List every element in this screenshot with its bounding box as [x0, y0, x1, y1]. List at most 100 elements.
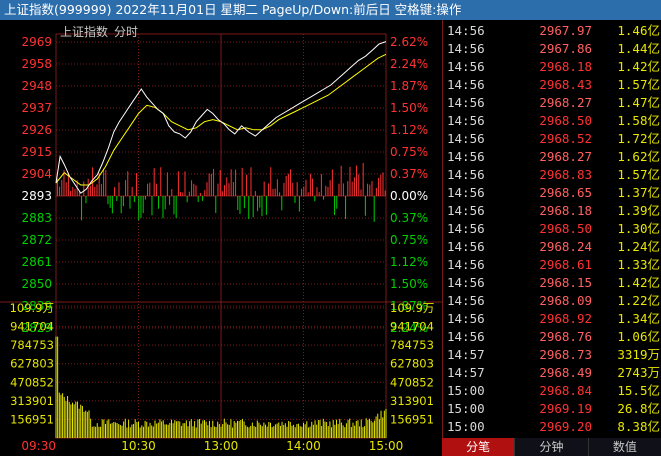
pct-tick-label: 1.50%	[390, 101, 428, 115]
intraday-chart[interactable]: 2969 2958 2948 2937 2926 2915 2904 2893 2883 2872…	[0, 20, 442, 456]
tick-price: 2968.52	[539, 131, 592, 146]
price-tick-label: 2850	[21, 277, 52, 291]
volume-tick-label: 109.9万	[10, 301, 54, 315]
tick-row[interactable]: 14:56 2968.43 1.57亿	[443, 76, 661, 94]
tick-time: 14:56	[447, 329, 485, 344]
tick-volume: 1.47亿	[617, 95, 660, 110]
tick-time: 14:56	[447, 149, 485, 164]
volume-tick-label: 941704	[10, 320, 54, 334]
price-tick-label: 2883	[21, 211, 52, 225]
chart-grid	[0, 33, 442, 439]
tick-row[interactable]: 14:56 2968.27 1.47亿	[443, 94, 661, 112]
pct-tick-label: 0.37%	[390, 211, 428, 225]
tick-price: 2968.76	[539, 329, 592, 344]
tick-time: 14:56	[447, 23, 485, 38]
tick-row[interactable]: 14:56 2967.86 1.44亿	[443, 40, 661, 58]
tick-time: 14:56	[447, 203, 485, 218]
tick-row[interactable]: 14:56 2968.18 1.42亿	[443, 58, 661, 76]
tick-price: 2968.83	[539, 167, 592, 182]
tick-row[interactable]: 15:00 2968.84 15.5亿	[443, 382, 661, 400]
tab-ticks[interactable]: 分笔	[442, 438, 515, 456]
tick-price: 2968.61	[539, 257, 592, 272]
tick-volume: 1.06亿	[617, 329, 660, 344]
tick-volume: 1.42亿	[617, 275, 660, 290]
price-tick-label: 2915	[21, 145, 52, 159]
price-tick-label: 2948	[21, 79, 52, 93]
window-title: 上证指数(999999) 2022年11月01日 星期二 PageUp/Down…	[0, 0, 661, 20]
pct-tick-label: 2.62%	[390, 35, 428, 49]
tick-row[interactable]: 14:56 2968.52 1.72亿	[443, 130, 661, 148]
tick-row[interactable]: 14:56 2968.76 1.06亿	[443, 328, 661, 346]
tick-volume: 1.24亿	[617, 239, 660, 254]
tick-row[interactable]: 14:56 2968.50 1.58亿	[443, 112, 661, 130]
tick-volume: 1.46亿	[617, 23, 660, 38]
tick-volume: 1.39亿	[617, 203, 660, 218]
time-tick-label: 14:00	[286, 439, 321, 453]
time-tick-label: 15:00	[369, 439, 404, 453]
tick-time: 14:56	[447, 311, 485, 326]
tick-row[interactable]: 14:57 2968.73 3319万	[443, 346, 661, 364]
timeshare-mode-label: 分时	[114, 25, 138, 39]
panel-tabs: 分笔 分钟 数值	[442, 438, 661, 456]
time-tick-label: 09:30	[21, 439, 56, 453]
volume-tick-label-right: 109.9万	[390, 301, 434, 315]
tick-time: 14:56	[447, 275, 485, 290]
tick-time: 15:00	[447, 383, 485, 398]
tick-price: 2968.65	[539, 185, 592, 200]
tick-price: 2968.49	[539, 365, 592, 380]
tick-time: 14:57	[447, 365, 485, 380]
price-tick-label: 2937	[21, 101, 52, 115]
tick-row[interactable]: 14:56 2968.83 1.57亿	[443, 166, 661, 184]
tick-time: 14:57	[447, 347, 485, 362]
price-tick-label: 2861	[21, 255, 52, 269]
tick-row[interactable]: 14:56 2968.09 1.22亿	[443, 292, 661, 310]
tick-row[interactable]: 14:56 2968.50 1.30亿	[443, 220, 661, 238]
pct-tick-label: 0.75%	[390, 233, 428, 247]
tick-row[interactable]: 14:56 2968.18 1.39亿	[443, 202, 661, 220]
tab-minutes[interactable]: 分钟	[514, 438, 587, 456]
tick-volume: 2743万	[617, 365, 660, 380]
tick-volume: 1.33亿	[617, 257, 660, 272]
tick-row[interactable]: 14:56 2967.97 1.46亿	[443, 22, 661, 40]
tick-volume: 1.42亿	[617, 59, 660, 74]
tick-time: 14:56	[447, 95, 485, 110]
price-tick-label: 2893	[21, 189, 52, 203]
tick-price: 2968.24	[539, 239, 592, 254]
volume-tick-label-right: 156951	[390, 412, 434, 426]
volume-bars	[55, 336, 387, 438]
pct-axis-right: 2.62% 2.24% 1.87% 1.50% 1.12% 0.75% 0.37% 0.00%…	[390, 35, 428, 335]
tick-price: 2968.18	[539, 59, 592, 74]
tick-row[interactable]: 14:57 2968.49 2743万	[443, 364, 661, 382]
tick-list-panel[interactable]: 14:56 2967.97 1.46亿 14:56 2967.86 1.44亿 14:56 2…	[442, 20, 661, 438]
tick-time: 14:56	[447, 131, 485, 146]
tick-volume: 1.30亿	[617, 221, 660, 236]
tick-volume: 1.72亿	[617, 131, 660, 146]
price-tick-label: 2958	[21, 57, 52, 71]
tick-price: 2968.18	[539, 203, 592, 218]
tick-row[interactable]: 15:00 2969.19 26.8亿	[443, 400, 661, 418]
tick-price: 2969.20	[539, 419, 592, 434]
tick-row[interactable]: 14:56 2968.61 1.33亿	[443, 256, 661, 274]
tick-row[interactable]: 14:56 2968.24 1.24亿	[443, 238, 661, 256]
tick-price: 2968.92	[539, 311, 592, 326]
tick-row[interactable]: 15:00 2969.20 8.38亿	[443, 418, 661, 436]
tick-volume: 26.8亿	[617, 401, 660, 416]
pct-tick-label: 1.87%	[390, 299, 428, 313]
pct-tick-label: 1.12%	[390, 255, 428, 269]
tick-time: 14:56	[447, 77, 485, 92]
tick-price: 2967.86	[539, 41, 592, 56]
tick-time: 14:56	[447, 293, 485, 308]
volume-tick-label-right: 627803	[390, 357, 434, 371]
tick-row[interactable]: 14:56 2968.15 1.42亿	[443, 274, 661, 292]
tick-time: 14:56	[447, 185, 485, 200]
price-axis-left: 2969 2958 2948 2937 2926 2915 2904 2893 2883 2872…	[21, 35, 52, 335]
pct-tick-label: 1.50%	[390, 277, 428, 291]
tick-row[interactable]: 14:56 2968.27 1.62亿	[443, 148, 661, 166]
tick-row[interactable]: 14:56 2968.65 1.37亿	[443, 184, 661, 202]
tab-values[interactable]: 数值	[587, 438, 661, 456]
volume-tick-label-right: 941704	[390, 320, 434, 334]
tick-price: 2968.09	[539, 293, 592, 308]
tick-row[interactable]: 14:56 2968.92 1.34亿	[443, 310, 661, 328]
tick-volume: 1.37亿	[617, 185, 660, 200]
tick-price: 2968.43	[539, 77, 592, 92]
